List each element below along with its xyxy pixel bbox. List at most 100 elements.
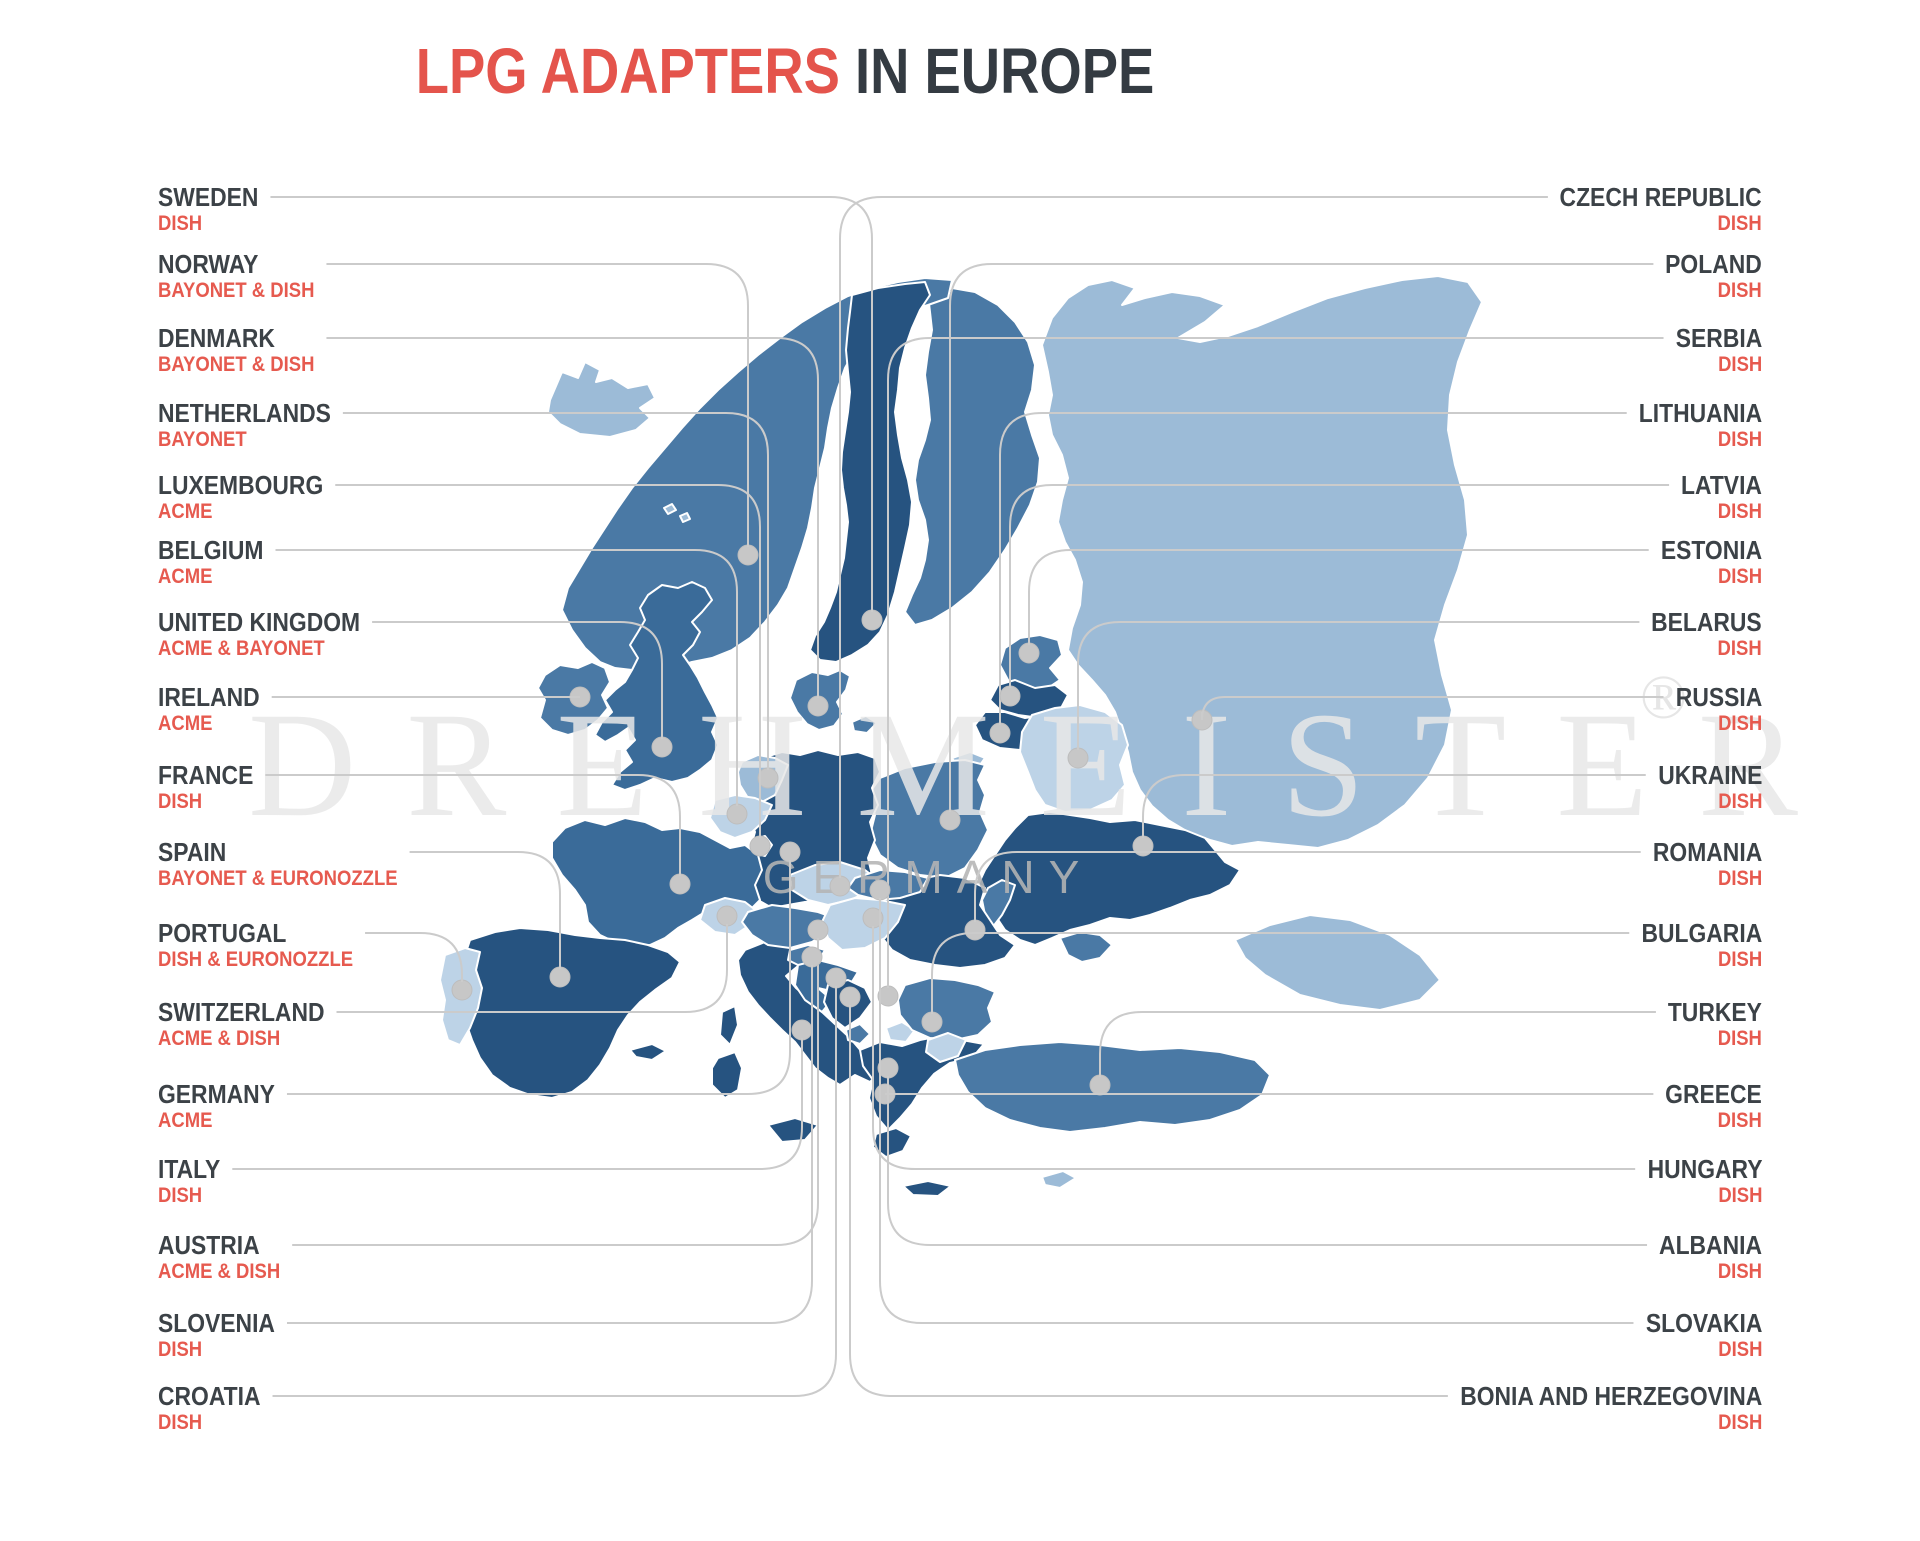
map-dot [1018, 642, 1040, 664]
country-name: GERMANY [158, 1079, 275, 1109]
map-dot [451, 979, 473, 1001]
map-dot [861, 609, 883, 631]
country-moldova [981, 879, 1016, 929]
label-lithuania: LITHUANIA DISH [1639, 399, 1762, 452]
country-name: IRELAND [158, 682, 260, 712]
label-slovenia: SLOVENIA DISH [158, 1309, 275, 1362]
leader-line-belgium [275, 549, 738, 806]
country-name: SLOVAKIA [1645, 1308, 1762, 1338]
label-norway: NORWAY BAYONET & DISH [158, 250, 314, 303]
country-balearics [629, 1043, 667, 1061]
label-denmark: DENMARK BAYONET & DISH [158, 324, 314, 377]
country-sicily [767, 1117, 819, 1143]
leader-line-luxembourg [335, 484, 761, 838]
label-sweden: SWEDEN DISH [158, 183, 258, 236]
adapter-type: ACME [158, 712, 213, 735]
country-name: SERBIA [1675, 323, 1762, 353]
country-name: SPAIN [158, 837, 227, 867]
adapter-type: BAYONET & DISH [158, 353, 315, 376]
country-name: CZECH REPUBLIC [1559, 182, 1762, 212]
title-rest: IN EUROPE [839, 35, 1155, 107]
label-slovakia: SLOVAKIA DISH [1645, 1309, 1762, 1362]
country-name: LITHUANIA [1638, 398, 1762, 428]
adapter-type: DISH [1717, 790, 1762, 813]
leader-line-croatia [272, 986, 837, 1397]
adapter-type: BAYONET & EURONOZZLE [158, 867, 398, 890]
page-title: LPG ADAPTERS IN EUROPE [118, 34, 1453, 108]
adapter-type: ACME & DISH [158, 1027, 281, 1050]
adapter-type: DISH [1717, 1338, 1762, 1361]
country-name: BULGARIA [1641, 918, 1762, 948]
country-name: GREECE [1665, 1079, 1762, 1109]
leader-line-sweden [270, 196, 873, 612]
label-russia: RUSSIA DISH [1676, 683, 1762, 736]
country-name: UNITED KINGDOM [158, 607, 361, 637]
map-dot [791, 1019, 813, 1041]
country-name: CROATIA [158, 1381, 261, 1411]
leader-line-france [265, 774, 681, 876]
map-dot [807, 919, 829, 941]
country-name: LATVIA [1681, 470, 1762, 500]
adapter-type: DISH [1717, 279, 1762, 302]
leader-line-czech-republic [839, 196, 1548, 878]
country-iceland [547, 361, 656, 438]
leader-line-estonia [1028, 549, 1649, 645]
leader-line-romania [974, 851, 1641, 922]
country-name: RUSSIA [1675, 682, 1762, 712]
label-turkey: TURKEY DISH [1668, 998, 1762, 1051]
country-russia [1041, 275, 1483, 849]
country-crimea [1059, 931, 1113, 963]
country-crete [902, 1180, 952, 1197]
leader-line-portugal [365, 932, 463, 982]
country-russia-caucasus [1234, 914, 1441, 1011]
leader-line-italy [232, 1038, 803, 1170]
leader-line-switzerland [336, 924, 728, 1013]
leader-line-belarus [1077, 621, 1640, 750]
label-ukraine: UKRAINE DISH [1658, 761, 1762, 814]
adapter-type: DISH [1717, 565, 1762, 588]
adapter-type: DISH [158, 790, 203, 813]
country-sardinia [711, 1051, 743, 1099]
map-dot [779, 841, 801, 863]
leader-line-turkey [1099, 1011, 1656, 1077]
country-name: DENMARK [158, 323, 275, 353]
map-dot [825, 967, 847, 989]
leader-line-spain [409, 851, 561, 969]
country-finland [904, 287, 1041, 626]
country-name: SLOVENIA [158, 1308, 275, 1338]
leader-line-norway [326, 263, 749, 547]
country-name: AUSTRIA [158, 1230, 260, 1260]
label-germany: GERMANY ACME [158, 1080, 275, 1133]
country-united-kingdom [594, 581, 719, 791]
adapter-type: ACME & DISH [158, 1260, 281, 1283]
label-netherlands: NETHERLANDS BAYONET [158, 399, 331, 452]
country-faroe-1 [663, 503, 677, 515]
country-name: BELGIUM [158, 535, 264, 565]
adapter-type: ACME [158, 565, 213, 588]
country-cyprus [1041, 1170, 1077, 1189]
label-poland: POLAND DISH [1665, 250, 1762, 303]
adapter-type: DISH [1717, 1411, 1762, 1434]
label-czech-republic: CZECH REPUBLIC DISH [1560, 183, 1762, 236]
leader-line-russia [1201, 696, 1664, 721]
leader-lines [232, 196, 1670, 1397]
adapter-type: DISH & EURONOZZLE [158, 948, 354, 971]
leader-line-hungary [872, 926, 1636, 1170]
adapter-type: DISH [1717, 712, 1762, 735]
adapter-type: ACME [158, 500, 213, 523]
country-name: BELARUS [1651, 607, 1762, 637]
label-croatia: CROATIA DISH [158, 1382, 261, 1435]
country-name: ROMANIA [1652, 837, 1762, 867]
adapter-type: BAYONET [158, 428, 247, 451]
adapter-type: ACME [158, 1109, 213, 1132]
leader-line-austria [292, 938, 819, 1246]
watermark: DREHMEISTER ® GERMANY [248, 664, 1798, 903]
country-name: UKRAINE [1657, 760, 1762, 790]
leader-line-netherlands [342, 412, 769, 770]
label-serbia: SERBIA DISH [1676, 324, 1762, 377]
adapter-type: DISH [158, 1338, 203, 1361]
label-luxembourg: LUXEMBOURG ACME [158, 471, 323, 524]
label-albania: ALBANIA DISH [1659, 1231, 1762, 1284]
map-dot [749, 835, 771, 857]
